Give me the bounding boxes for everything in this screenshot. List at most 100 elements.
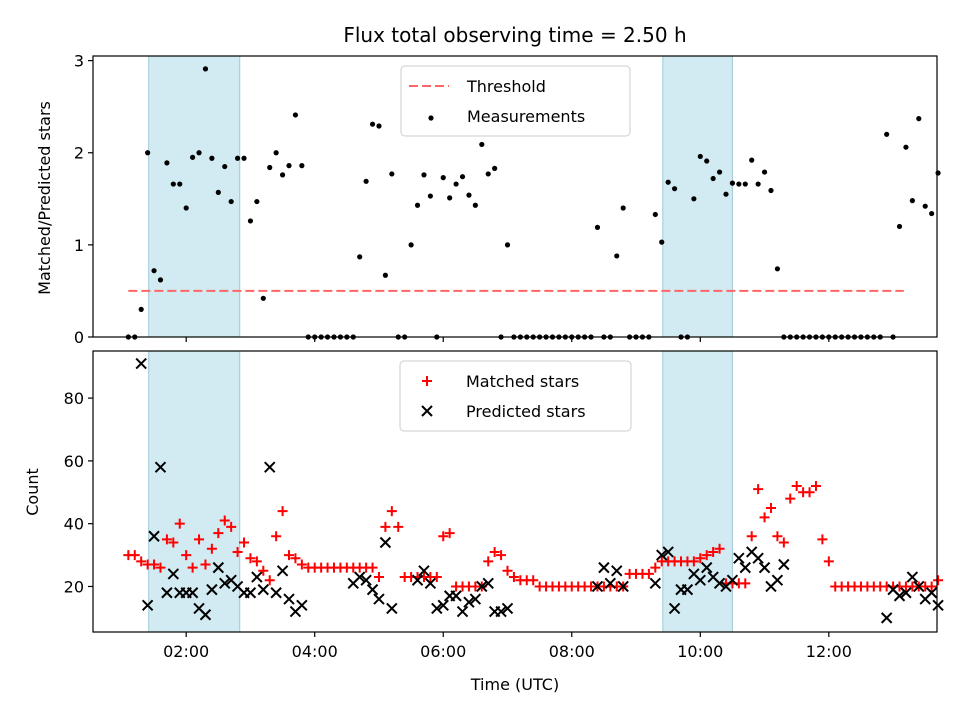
predicted-star-point (257, 583, 270, 596)
matched-star-point (701, 550, 712, 561)
matched-star-point (149, 559, 160, 570)
predicted-star-point (694, 574, 707, 586)
measurement-point (729, 180, 736, 186)
measurement-point (414, 202, 421, 208)
measurement-point (196, 150, 202, 156)
measurement-point (145, 150, 151, 156)
measurement-point (170, 181, 176, 187)
measurement-point (884, 131, 890, 137)
measurement-point (742, 181, 748, 187)
predicted-star-point (463, 596, 475, 608)
measurement-point (369, 121, 376, 127)
measurement-point (247, 218, 254, 224)
measurement-point (376, 123, 382, 129)
measurement-point (459, 174, 466, 180)
measurement-point (408, 242, 414, 248)
measurement-point (594, 224, 601, 230)
predicted-star-point (199, 609, 212, 621)
predicted-star-point (141, 599, 154, 612)
matched-star-point (778, 537, 789, 548)
predicted-star-point (778, 558, 790, 571)
predicted-star-point (604, 577, 617, 590)
measurement-point (922, 203, 928, 209)
bottom-y-axis-label: Count (23, 468, 42, 516)
matched-star-point (772, 531, 783, 542)
matched-star-point (746, 531, 757, 542)
matched-star-point (251, 556, 262, 567)
measurement-point (761, 169, 768, 175)
x-tick-label: 08:00 (549, 642, 595, 661)
predicted-star-point (713, 577, 726, 590)
measurement-point (492, 165, 498, 171)
matched-star-point (219, 515, 230, 526)
predicted-star-point (411, 574, 424, 586)
matched-star-point (200, 559, 211, 570)
legend-predicted-swatch (421, 405, 433, 417)
matched-star-point (817, 534, 828, 545)
predicted-star-point (649, 577, 662, 590)
matched-star-point (528, 575, 539, 586)
measurement-point (466, 192, 472, 198)
predicted-star-point (900, 587, 912, 599)
matched-star-point (386, 506, 397, 517)
matched-star-point (271, 531, 282, 542)
predicted-star-point (296, 599, 308, 612)
predicted-star-point (456, 605, 469, 618)
matched-star-point (791, 481, 802, 492)
matched-star-point (129, 550, 140, 561)
matched-star-point (810, 481, 821, 492)
measurement-point (768, 187, 774, 194)
predicted-star-point (135, 357, 147, 370)
measurement-point (671, 186, 678, 192)
predicted-star-point (733, 552, 745, 564)
predicted-star-point (906, 571, 919, 583)
matched-star-point (823, 556, 834, 567)
matched-star-point (502, 565, 513, 576)
matched-star-point (187, 562, 198, 573)
measurement-point (723, 191, 729, 197)
legend (399, 360, 632, 432)
x-axis-label: Time (UTC) (470, 675, 559, 694)
measurement-point (260, 295, 266, 301)
predicted-star-point (353, 571, 366, 583)
matched-star-point (650, 562, 661, 573)
measurement-point (202, 66, 209, 72)
matched-star-point (708, 546, 719, 557)
measurement-point (215, 189, 221, 195)
matched-star-point (181, 550, 192, 561)
matched-star-point (239, 537, 250, 548)
predicted-star-point (283, 593, 295, 605)
measurement-point (273, 150, 279, 156)
matched-star-point (277, 506, 288, 517)
matched-star-point (174, 518, 185, 529)
measurement-point (234, 155, 241, 161)
measurement-point (504, 242, 511, 248)
measurement-point (241, 155, 247, 161)
y-tick-label: 20 (64, 577, 84, 596)
predicted-star-point (270, 587, 282, 599)
predicted-star-point (482, 577, 494, 590)
matched-star-point (290, 553, 301, 564)
measurement-point (357, 254, 363, 260)
matched-star-point (393, 521, 404, 532)
measurement-point (697, 153, 703, 160)
predicted-star-point (424, 577, 437, 590)
y-tick-label: 2 (74, 144, 84, 163)
predicted-star-point (893, 590, 906, 602)
y-tick-label: 80 (64, 389, 84, 408)
matched-star-point (161, 534, 172, 545)
legend-label: Threshold (466, 77, 546, 96)
legend-measurement-swatch (428, 115, 434, 121)
legend-label: Measurements (467, 107, 585, 126)
predicted-star-point (611, 565, 623, 577)
predicted-star-point (276, 565, 289, 577)
matched-star-point (753, 484, 764, 495)
measurement-point (254, 198, 260, 205)
measurement-point (267, 164, 273, 171)
predicted-star-point (418, 565, 430, 577)
matched-star-point (444, 528, 455, 539)
predicted-star-point (431, 602, 443, 615)
measurement-point (929, 210, 935, 217)
predicted-star-point (476, 580, 488, 593)
